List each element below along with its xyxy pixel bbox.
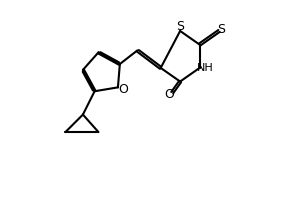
Text: S: S (176, 20, 184, 33)
Text: S: S (217, 23, 225, 36)
Text: O: O (164, 88, 174, 101)
Text: NH: NH (197, 63, 214, 73)
Text: O: O (118, 83, 128, 96)
